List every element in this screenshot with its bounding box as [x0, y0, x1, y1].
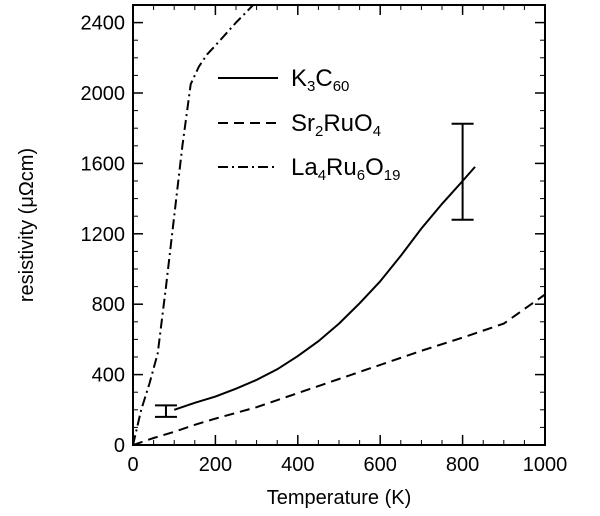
- x-tick-label: 400: [281, 454, 314, 476]
- y-axis-title: resistivity (μΩcm): [16, 148, 38, 302]
- x-tick-label: 800: [446, 454, 479, 476]
- y-tick-label: 400: [92, 365, 125, 387]
- y-tick-label: 0: [114, 435, 125, 457]
- legend-label: Sr2RuO4: [291, 110, 381, 140]
- series-line-0: [173, 166, 476, 411]
- y-tick-label: 1600: [81, 153, 126, 175]
- x-tick-label: 600: [364, 454, 397, 476]
- legend-entry-1: Sr2RuO4: [218, 110, 381, 140]
- error-bar-0: [451, 122, 474, 221]
- y-tick-label: 800: [92, 294, 125, 316]
- series-line-1: [133, 293, 545, 445]
- legend-label: La4Ru6O19: [291, 154, 400, 184]
- y-tick-label: 1200: [81, 224, 126, 246]
- x-tick-label: 1000: [523, 454, 568, 476]
- y-tick-label: 2400: [81, 13, 126, 35]
- y-tick-label: 2000: [81, 83, 126, 105]
- x-tick-label: 200: [199, 454, 232, 476]
- x-axis-title: Temperature (K): [267, 487, 412, 509]
- x-tick-label: 0: [127, 454, 138, 476]
- error-bar-1: [154, 404, 177, 418]
- legend-label: K3C60: [291, 65, 349, 95]
- series-line-2: [133, 5, 255, 445]
- legend-entry-2: La4Ru6O19: [218, 154, 400, 184]
- legend-entry-0: K3C60: [218, 65, 349, 95]
